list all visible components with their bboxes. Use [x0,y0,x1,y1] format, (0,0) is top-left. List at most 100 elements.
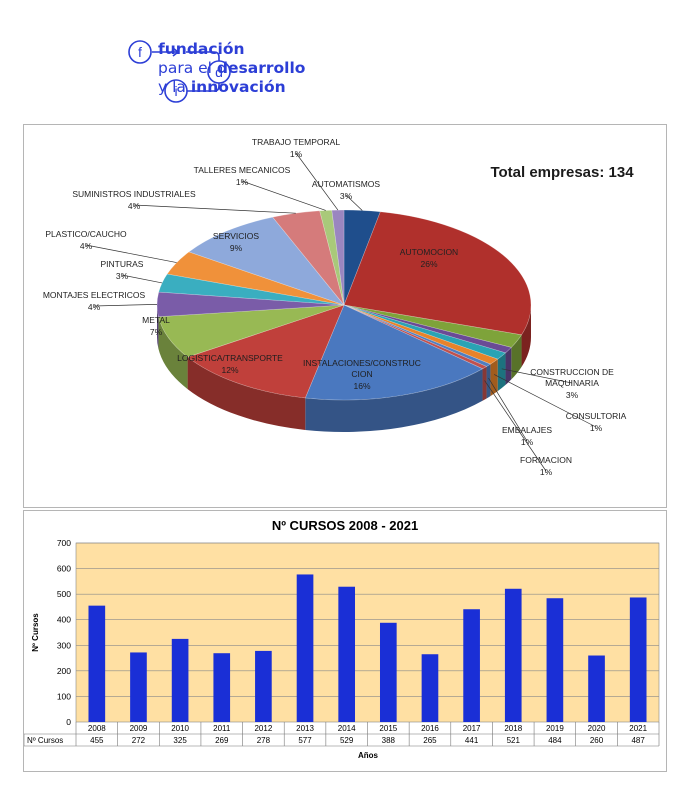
pie-percent-label: 7% [150,327,163,337]
x-tick-label: 2015 [379,724,397,733]
pie-slice [188,216,345,306]
y-tick-label: 300 [57,640,71,650]
pie-label: FORMACION [520,455,572,465]
pie-label: MAQUINARIA [545,378,599,388]
x-tick-label: 2011 [213,724,231,733]
pie-slice-side [157,305,159,349]
pie-slice-side [521,305,531,367]
pie-slice [156,291,345,318]
pie-slice [343,304,499,365]
logo-wordmark: fundación para el desarrollo y la innova… [158,40,305,97]
x-tick-label: 2017 [463,724,481,733]
pie-title: Total empresas: 134 [490,164,634,181]
pie-label: AUTOMATISMOS [312,179,380,189]
bar-chart-panel: Nº CURSOS 2008 - 2021 0 100 200 300 400 500 600… [23,510,667,772]
table-value: 272 [132,736,146,745]
pie-percent-label: 1% [540,467,553,477]
pie-slice [343,211,532,336]
pie-slice-side [482,366,487,401]
x-axis-label: Años [358,751,379,760]
pie-chart-panel: AUTOMATISMOS 3% AUTOMOCION 26% CONSTRUCCION … [23,124,667,508]
table-value: 455 [90,736,104,745]
table-value: 577 [298,736,312,745]
pie-percent-label: 4% [88,302,101,312]
x-tick-label: 2019 [546,724,564,733]
x-tick-label: 2014 [338,724,356,733]
table-value: 484 [548,736,562,745]
bar [463,609,480,722]
bar [213,653,231,722]
bar [546,598,564,722]
x-tick-label: 2021 [629,724,647,733]
y-tick-label: 700 [57,538,71,548]
x-tick-label: 2018 [504,724,522,733]
logo-letter-i: i [174,83,177,99]
logo-line-3: y la innovación [158,78,286,96]
pie-slice [272,210,345,306]
pie-labels: AUTOMATISMOS 3% AUTOMOCION 26% CONSTRUCCION … [43,137,627,477]
table-value: 521 [507,736,521,745]
pie-percent-label: 16% [353,381,370,391]
pie-slice [158,304,345,358]
pie-slice [343,304,488,370]
pie-label: CONSULTORIA [566,411,627,421]
bar [379,622,397,722]
pie-leader-line [493,374,597,428]
pie-label: TALLERES MECANICOS [194,165,291,175]
pie-sides [157,305,531,432]
x-tick-label: 2012 [254,724,272,733]
pie-slice [304,304,484,401]
pie-leader-line [241,180,326,211]
bar [629,597,647,722]
pie-percent-label: 4% [128,201,141,211]
pie-slice-side [187,357,306,430]
pie-slice [343,304,492,367]
bar [171,638,189,722]
data-table: 2008 455 2009 272 2010 325 2011 269 2012 278 2013 5… [23,722,660,747]
pie-percent-label: 12% [221,365,238,375]
y-tick-label: 600 [57,564,71,574]
pie-leader-line [488,377,528,442]
logo-letter-f: f [138,44,142,60]
bar [296,574,314,722]
pie-slice-side [158,316,188,390]
pie-percent-label: 9% [230,243,243,253]
y-axis-label: Nº Cursos [31,613,40,652]
pie-slice [186,304,345,399]
x-tick-label: 2016 [421,724,439,733]
x-tick-label: 2008 [88,724,106,733]
table-value: 260 [590,736,604,745]
bar-chart: Nº CURSOS 2008 - 2021 0 100 200 300 400 500 600… [23,518,660,760]
pie-label: CION [351,369,372,379]
pie-slice-side [497,352,506,392]
table-value: 487 [631,736,645,745]
x-tick-label: 2020 [588,724,606,733]
pie-slice [343,304,523,348]
table-value: 529 [340,736,354,745]
pie-leader-line [121,274,163,284]
table-value: 265 [423,736,437,745]
logo-connector-bottom [187,83,220,92]
pie-chart: AUTOMATISMOS 3% AUTOMOCION 26% CONSTRUCCION … [43,137,634,477]
table-row-label: Nº Cursos [27,736,63,745]
y-tick-label: 400 [57,615,71,625]
plot-area [75,542,660,723]
logo-letter-d: d [215,64,223,80]
pie-percent-label: 3% [566,390,579,400]
pie-leader-line [295,152,339,211]
logo-connector-top [186,51,220,61]
bar [504,588,522,722]
y-tick-label: 100 [57,691,71,701]
bar [88,605,106,722]
pie-label: EMBALAJES [502,425,552,435]
pie-label: AUTOMOCION [400,247,458,257]
x-tick-label: 2013 [296,724,314,733]
pie-label: CONSTRUCCION DE [530,367,614,377]
pie-label: PLASTICO/CAUCHO [45,229,127,239]
pie-label: MONTAJES ELECTRICOS [43,290,146,300]
pie-label: SUMINISTROS INDUSTRIALES [72,189,196,199]
pie-percent-label: 1% [290,149,303,159]
bar [130,652,147,722]
logo-line-2: para el desarrollo [158,59,306,77]
pie-percent-label: 1% [590,423,603,433]
